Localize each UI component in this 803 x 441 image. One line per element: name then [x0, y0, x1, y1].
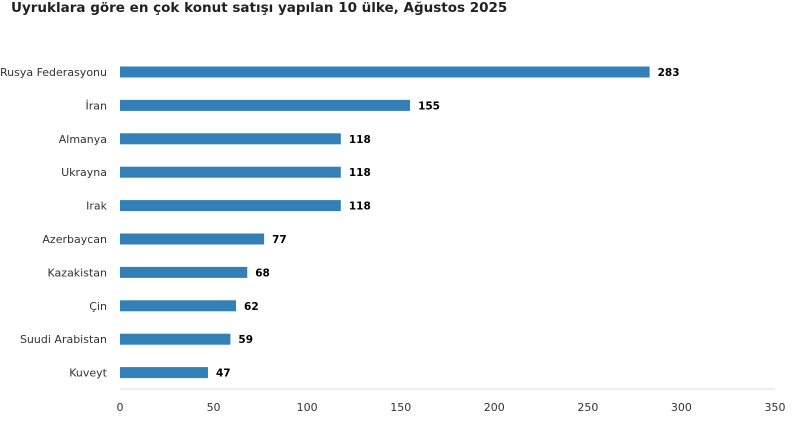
- bar: [120, 300, 237, 312]
- data-label: 118: [349, 201, 371, 213]
- bar: [120, 99, 411, 111]
- bar: [120, 133, 341, 145]
- bar: [120, 66, 650, 78]
- x-tick-label: 100: [297, 401, 318, 414]
- category-label: Rusya Federasyonu: [0, 66, 107, 79]
- x-tick-label: 250: [577, 401, 598, 414]
- data-label: 62: [244, 301, 259, 313]
- x-tick-label: 50: [207, 401, 221, 414]
- chart-title: Uyruklara göre en çok konut satışı yapıl…: [11, 0, 508, 16]
- category-label: Kuveyt: [69, 367, 107, 380]
- labels-layer: Rusya Federasyonu 283 İran 155 Almanya 118 Ukr…: [0, 66, 680, 380]
- category-label: Almanya: [59, 133, 107, 146]
- x-tick-label: 0: [117, 401, 124, 414]
- data-label: 118: [349, 134, 371, 146]
- category-label: Irak: [86, 200, 108, 213]
- category-label: Suudi Arabistan: [20, 333, 107, 346]
- x-tick-label: 350: [765, 401, 786, 414]
- data-label: 59: [238, 334, 253, 346]
- category-label: Ukrayna: [61, 166, 107, 179]
- data-label: 155: [418, 100, 440, 112]
- data-label: 118: [349, 167, 371, 179]
- bar: [120, 200, 341, 212]
- bar: [120, 166, 341, 178]
- bar: [120, 266, 248, 278]
- category-label: Kazakistan: [48, 266, 107, 279]
- data-label: 77: [272, 234, 287, 246]
- bars-layer: [120, 66, 650, 379]
- category-label: Azerbaycan: [42, 233, 107, 246]
- data-label: 283: [658, 67, 680, 79]
- bar: [120, 233, 265, 245]
- bar: [120, 367, 208, 379]
- data-label: 68: [255, 267, 270, 279]
- bar: [120, 333, 231, 345]
- x-tick-label: 200: [484, 401, 505, 414]
- x-tick-label: 150: [390, 401, 411, 414]
- category-label: Çin: [89, 300, 107, 313]
- data-label: 47: [216, 368, 231, 380]
- axis-layer: 0 50 100 150 200 250 300 350: [117, 388, 786, 414]
- x-tick-label: 300: [671, 401, 692, 414]
- category-label: İran: [86, 99, 108, 112]
